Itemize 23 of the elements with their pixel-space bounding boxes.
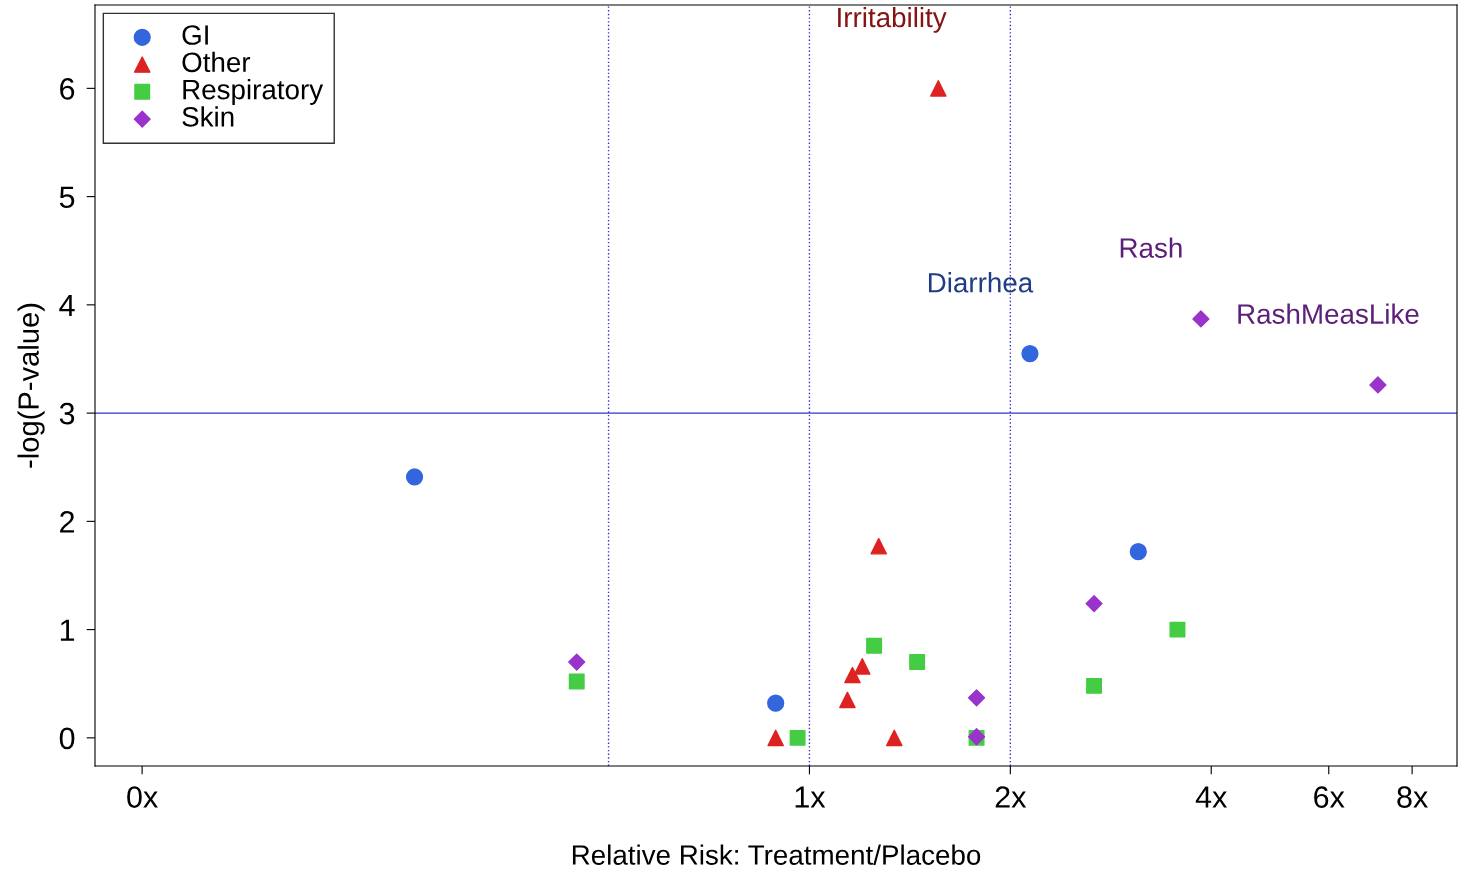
annotation: RashMeasLike: [1238, 303, 1419, 324]
x-tick-label: 6x: [1314, 786, 1345, 808]
annotation: Irritability: [838, 6, 947, 33]
y-tick-label: 3: [59, 402, 75, 425]
y-tick-label: 5: [59, 186, 75, 208]
y-axis-title: -log(P-value): [17, 303, 45, 468]
y-tick-label: 2: [60, 511, 75, 533]
x-tick-label: 4x: [1195, 786, 1228, 808]
legend-label: Skin: [182, 106, 234, 127]
x-tick-label: 0x: [127, 786, 158, 808]
x-tick-label: 1x: [795, 786, 826, 808]
y-tick-label: 4: [59, 294, 75, 316]
legend-label: Other: [182, 51, 251, 73]
annotation: Diarrhea: [928, 272, 1034, 293]
x-axis-title: Relative Risk: Treatment/Placebo: [572, 844, 981, 865]
y-tick-label: 0: [59, 727, 75, 750]
y-tick-label: 1: [60, 619, 75, 641]
y-tick-label: 6: [60, 78, 75, 100]
x-tick-label: 8x: [1397, 786, 1428, 808]
legend-label: GI: [182, 25, 208, 45]
x-tick-label: 2x: [995, 786, 1027, 808]
legend-label: Respiratory: [183, 79, 324, 105]
annotation: Rash: [1120, 237, 1182, 258]
